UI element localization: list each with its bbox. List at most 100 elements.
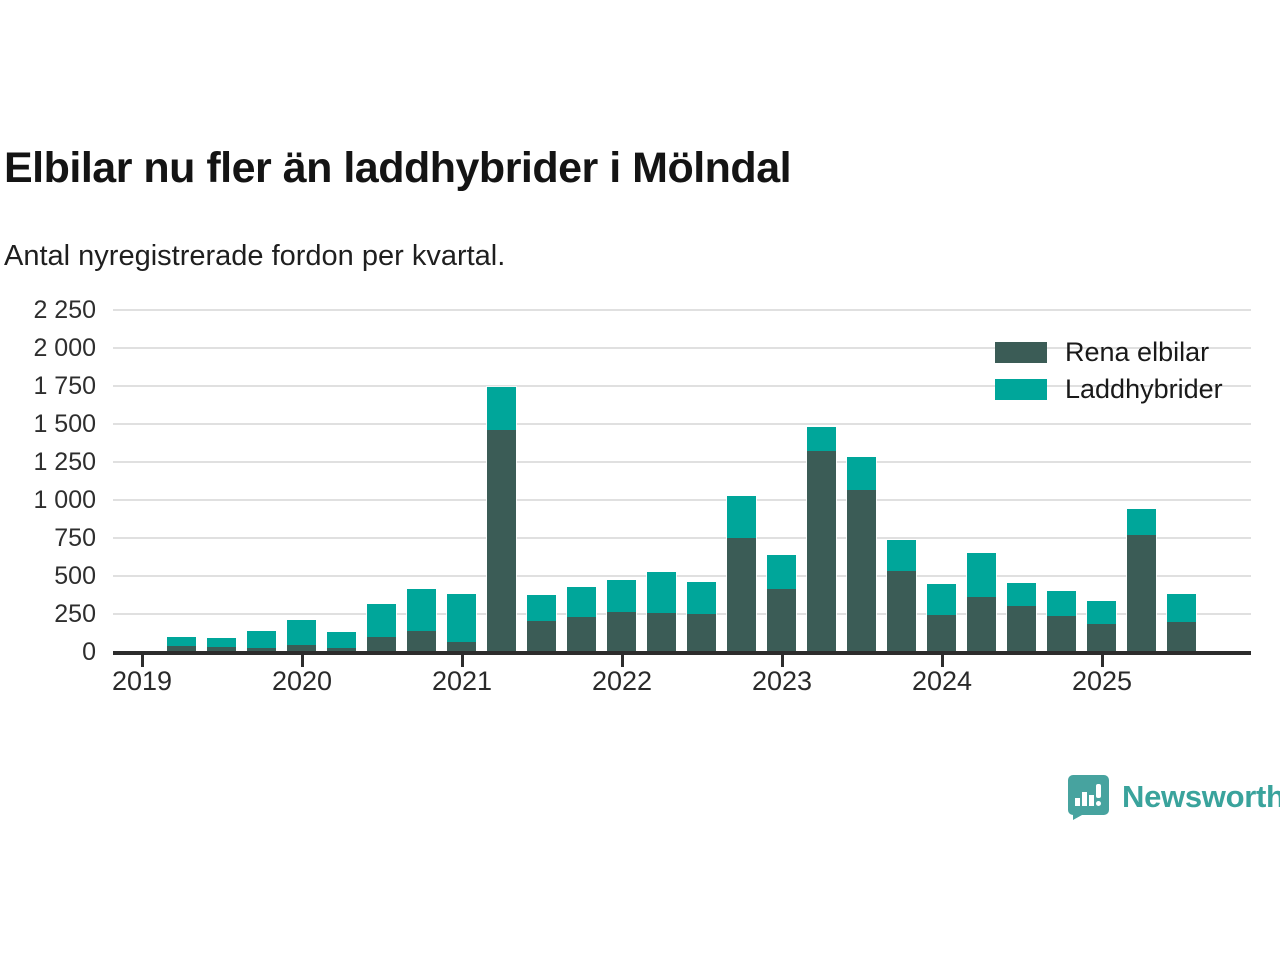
bar-segment-laddhybrider (1127, 509, 1156, 535)
bar-segment-rena-elbilar (687, 613, 716, 652)
bar-segment-rena-elbilar (327, 647, 356, 652)
bar-segment-laddhybrider (447, 594, 476, 642)
y-axis-label: 0 (82, 638, 96, 666)
bar-segment-rena-elbilar (207, 647, 236, 652)
legend-swatch (995, 342, 1047, 363)
y-axis-label: 1 250 (33, 448, 96, 476)
chart-subtitle: Antal nyregistrerade fordon per kvartal. (4, 240, 506, 272)
bar-segment-laddhybrider (1007, 583, 1036, 606)
gridline-y-2250 (113, 309, 1251, 311)
bar-2024-q2 (966, 551, 997, 652)
x-axis-line (113, 651, 1251, 655)
bar-segment-laddhybrider (767, 554, 796, 589)
y-axis-label: 2 250 (33, 296, 96, 324)
gridline-y-2000 (113, 347, 1251, 349)
bar-segment-laddhybrider (1047, 590, 1076, 617)
legend-label: Rena elbilar (1065, 337, 1210, 367)
bar-2020-q3 (366, 602, 397, 652)
bar-segment-rena-elbilar (807, 450, 836, 652)
bar-2021-q1 (446, 593, 477, 652)
bar-2022-q2 (646, 570, 677, 652)
bar-segment-laddhybrider (807, 426, 836, 451)
bar-segment-rena-elbilar (1127, 535, 1156, 652)
y-axis-label: 1 000 (33, 486, 96, 514)
bar-2020-q4 (406, 588, 437, 652)
gridline-y-1500 (113, 423, 1251, 425)
x-axis-label-2019: 2019 (111, 666, 173, 696)
bar-2021-q4 (566, 585, 597, 652)
bar-segment-laddhybrider (1087, 601, 1116, 624)
bar-2019-q3 (206, 636, 237, 652)
bar-2021-q2 (486, 386, 517, 652)
bar-segment-laddhybrider (927, 583, 956, 616)
x-axis-label-2021: 2021 (431, 666, 493, 696)
bar-2024-q4 (1046, 589, 1077, 652)
bar-2025-q3 (1166, 592, 1197, 652)
bar-segment-rena-elbilar (1167, 622, 1196, 652)
bar-segment-rena-elbilar (727, 537, 756, 652)
bar-segment-rena-elbilar (367, 637, 396, 652)
x-axis-label-2024: 2024 (911, 666, 973, 696)
newsworthy-logo: Newsworthy (1066, 774, 1280, 820)
legend-label: Laddhybrider (1065, 374, 1223, 404)
bar-segment-rena-elbilar (447, 641, 476, 652)
gridline-y-250 (113, 613, 1251, 615)
x-axis-label-2022: 2022 (591, 666, 653, 696)
gridline-y-1750 (113, 385, 1251, 387)
bar-segment-laddhybrider (327, 632, 356, 648)
bar-segment-laddhybrider (967, 552, 996, 598)
bar-2023-q2 (806, 425, 837, 652)
bar-segment-rena-elbilar (167, 646, 196, 652)
bar-2022-q4 (726, 495, 757, 652)
bar-segment-laddhybrider (527, 595, 556, 622)
bar-segment-rena-elbilar (1047, 616, 1076, 652)
x-axis-tick-2019 (141, 655, 144, 667)
bar-2022-q1 (606, 579, 637, 652)
legend-item-rena-elbilar: Rena elbilar (995, 337, 1209, 368)
gridline-y-750 (113, 537, 1251, 539)
y-axis-label: 750 (54, 524, 96, 552)
x-axis-tick-2024 (941, 655, 944, 667)
bar-segment-laddhybrider (607, 580, 636, 613)
bar-2025-q1 (1086, 600, 1117, 652)
bar-segment-laddhybrider (367, 603, 396, 638)
newsworthy-logo-text: Newsworthy (1122, 779, 1280, 814)
newsworthy-logo-icon (1068, 775, 1109, 820)
bar-segment-rena-elbilar (767, 588, 796, 652)
bar-2019-q4 (246, 629, 277, 652)
bar-segment-laddhybrider (567, 586, 596, 617)
bar-segment-rena-elbilar (647, 612, 676, 652)
bar-segment-rena-elbilar (567, 616, 596, 652)
bar-2022-q3 (686, 581, 717, 652)
bar-segment-rena-elbilar (287, 645, 316, 652)
bar-segment-laddhybrider (487, 387, 516, 431)
x-axis-label-2020: 2020 (271, 666, 333, 696)
bar-segment-rena-elbilar (527, 621, 556, 652)
bar-2024-q3 (1006, 582, 1037, 652)
bar-2023-q1 (766, 553, 797, 652)
bar-segment-rena-elbilar (487, 430, 516, 652)
x-axis-tick-2023 (781, 655, 784, 667)
x-axis-tick-2022 (621, 655, 624, 667)
y-axis-label: 250 (54, 600, 96, 628)
bar-2023-q4 (886, 538, 917, 652)
bar-segment-laddhybrider (687, 582, 716, 614)
bar-segment-rena-elbilar (1007, 605, 1036, 652)
bar-segment-rena-elbilar (607, 612, 636, 652)
bar-segment-laddhybrider (727, 496, 756, 538)
legend-item-laddhybrider: Laddhybrider (995, 374, 1223, 405)
y-axis-label: 1 500 (33, 410, 96, 438)
bar-segment-rena-elbilar (247, 648, 276, 652)
bar-2021-q3 (526, 594, 557, 652)
x-axis-label-2025: 2025 (1071, 666, 1133, 696)
y-axis-label: 1 750 (33, 372, 96, 400)
gridline-y-1000 (113, 499, 1251, 501)
bar-2020-q1 (286, 618, 317, 652)
bar-2025-q2 (1126, 508, 1157, 652)
bar-segment-laddhybrider (407, 589, 436, 632)
bar-segment-laddhybrider (167, 637, 196, 647)
bar-2023-q3 (846, 455, 877, 652)
bar-segment-laddhybrider (647, 571, 676, 613)
y-axis-label: 500 (54, 562, 96, 590)
